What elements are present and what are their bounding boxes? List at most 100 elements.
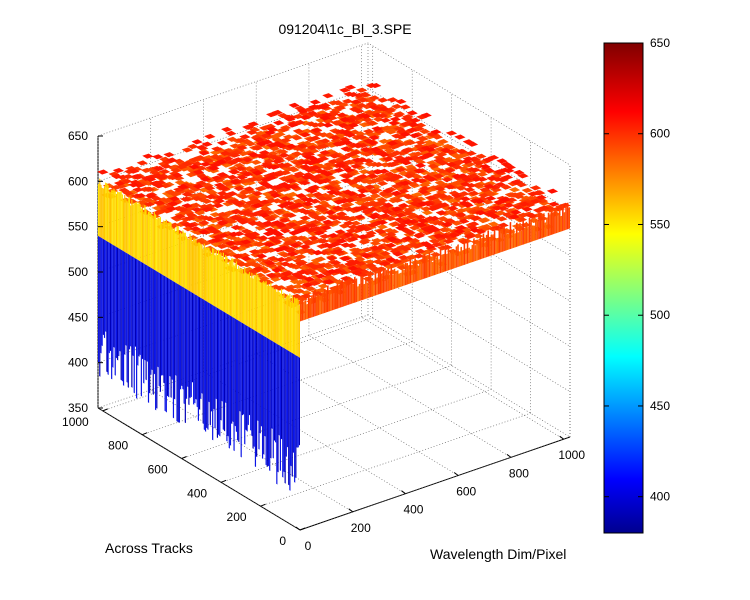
surface-cell <box>367 173 379 179</box>
surface-edge <box>151 214 153 269</box>
surface-cell <box>369 193 382 199</box>
surface-edge <box>271 340 273 429</box>
surface-edge <box>508 234 510 250</box>
surface-cell <box>369 240 381 246</box>
surface-cell <box>358 178 370 184</box>
surface-cell <box>309 264 321 270</box>
surface-cell <box>299 132 311 138</box>
surface-cell <box>376 180 389 186</box>
surface-edge <box>103 239 106 339</box>
surface-cell <box>309 122 321 128</box>
surface-edge <box>136 201 138 260</box>
surface-edge <box>446 253 448 272</box>
surface-edge <box>178 284 180 423</box>
surface-cell <box>226 174 238 180</box>
surface-cell <box>412 151 424 157</box>
surface-edge <box>315 295 318 316</box>
surface-cell <box>293 279 305 285</box>
surface-cell <box>273 120 285 126</box>
surface-cell <box>409 133 421 139</box>
surface-edge <box>212 248 214 306</box>
surface-cell <box>247 234 259 240</box>
surface-edge <box>272 341 274 459</box>
surface-cell <box>211 175 223 181</box>
surface-edge <box>213 248 215 307</box>
surface-edge <box>294 354 296 483</box>
surface-cell <box>355 134 368 140</box>
surface-cell <box>306 222 318 229</box>
surface-cell <box>243 186 255 192</box>
surface-cell <box>174 213 186 219</box>
surface-edge <box>228 314 230 449</box>
surface-cell <box>287 122 299 128</box>
surface-cell <box>375 229 387 235</box>
surface-cell <box>180 196 192 202</box>
surface-edge <box>168 278 170 398</box>
surface-cell <box>271 267 283 273</box>
surface-edge <box>269 339 271 472</box>
surface-edge <box>257 274 259 333</box>
surface-edge <box>229 315 232 446</box>
surface-edge <box>485 234 488 258</box>
surface-cell <box>409 117 421 123</box>
surface-cell <box>308 104 320 110</box>
surface-edge <box>565 205 567 231</box>
surface-cell <box>372 169 384 175</box>
surface-cell <box>226 136 238 142</box>
surface-edge <box>492 234 494 256</box>
surface-edge <box>208 247 210 304</box>
surface-edge <box>247 273 249 327</box>
surface-cell <box>204 185 216 191</box>
surface-edge <box>261 334 264 460</box>
surface-cell <box>288 230 300 236</box>
surface-edge <box>256 331 258 458</box>
surface-cell <box>222 248 234 254</box>
y-tick-mark <box>181 456 187 459</box>
surface-cell <box>414 248 426 254</box>
surface-edge <box>254 330 257 468</box>
surface-edge <box>376 277 378 296</box>
surface-cell <box>321 219 334 225</box>
surface-edge <box>390 264 393 291</box>
surface-cell <box>367 140 379 146</box>
surface-edge <box>155 270 157 411</box>
x-tick-label: 1000 <box>558 448 585 462</box>
surface-cell <box>153 166 165 172</box>
surface-edge <box>531 225 534 242</box>
surface-cell <box>322 93 334 99</box>
surface-cell <box>114 180 126 186</box>
surface-cell <box>402 193 414 199</box>
surface-edge <box>172 228 175 282</box>
surface-cell <box>427 163 439 169</box>
surface-cell <box>233 185 245 192</box>
surface-cell <box>373 255 386 261</box>
surface-cell <box>437 139 449 145</box>
surface-edge <box>199 242 201 298</box>
surface-edge <box>201 298 203 394</box>
surface-cell <box>385 256 397 263</box>
surface-cell <box>286 251 298 257</box>
surface-edge <box>447 247 450 271</box>
surface-edge <box>285 349 287 457</box>
surface-cell <box>199 176 212 182</box>
surface-cell <box>198 220 210 226</box>
surface-cell <box>283 286 296 292</box>
surface-edge <box>237 268 239 321</box>
surface-cell <box>233 200 245 207</box>
surface-edge <box>233 317 235 452</box>
surface-edge <box>127 253 129 388</box>
surface-edge <box>130 205 132 256</box>
surface-cell <box>199 161 212 167</box>
surface-cell <box>479 187 491 193</box>
surface-cell <box>251 190 264 197</box>
surface-edge <box>164 221 166 277</box>
surface-edge <box>350 280 353 304</box>
surface-edge <box>482 233 485 259</box>
surface-edge <box>436 255 439 275</box>
surface-cell <box>407 122 420 128</box>
surface-edge <box>210 303 213 412</box>
surface-edge <box>203 299 205 431</box>
grid-line <box>97 407 301 531</box>
surface-cell <box>191 196 203 202</box>
surface-edge <box>150 267 152 375</box>
